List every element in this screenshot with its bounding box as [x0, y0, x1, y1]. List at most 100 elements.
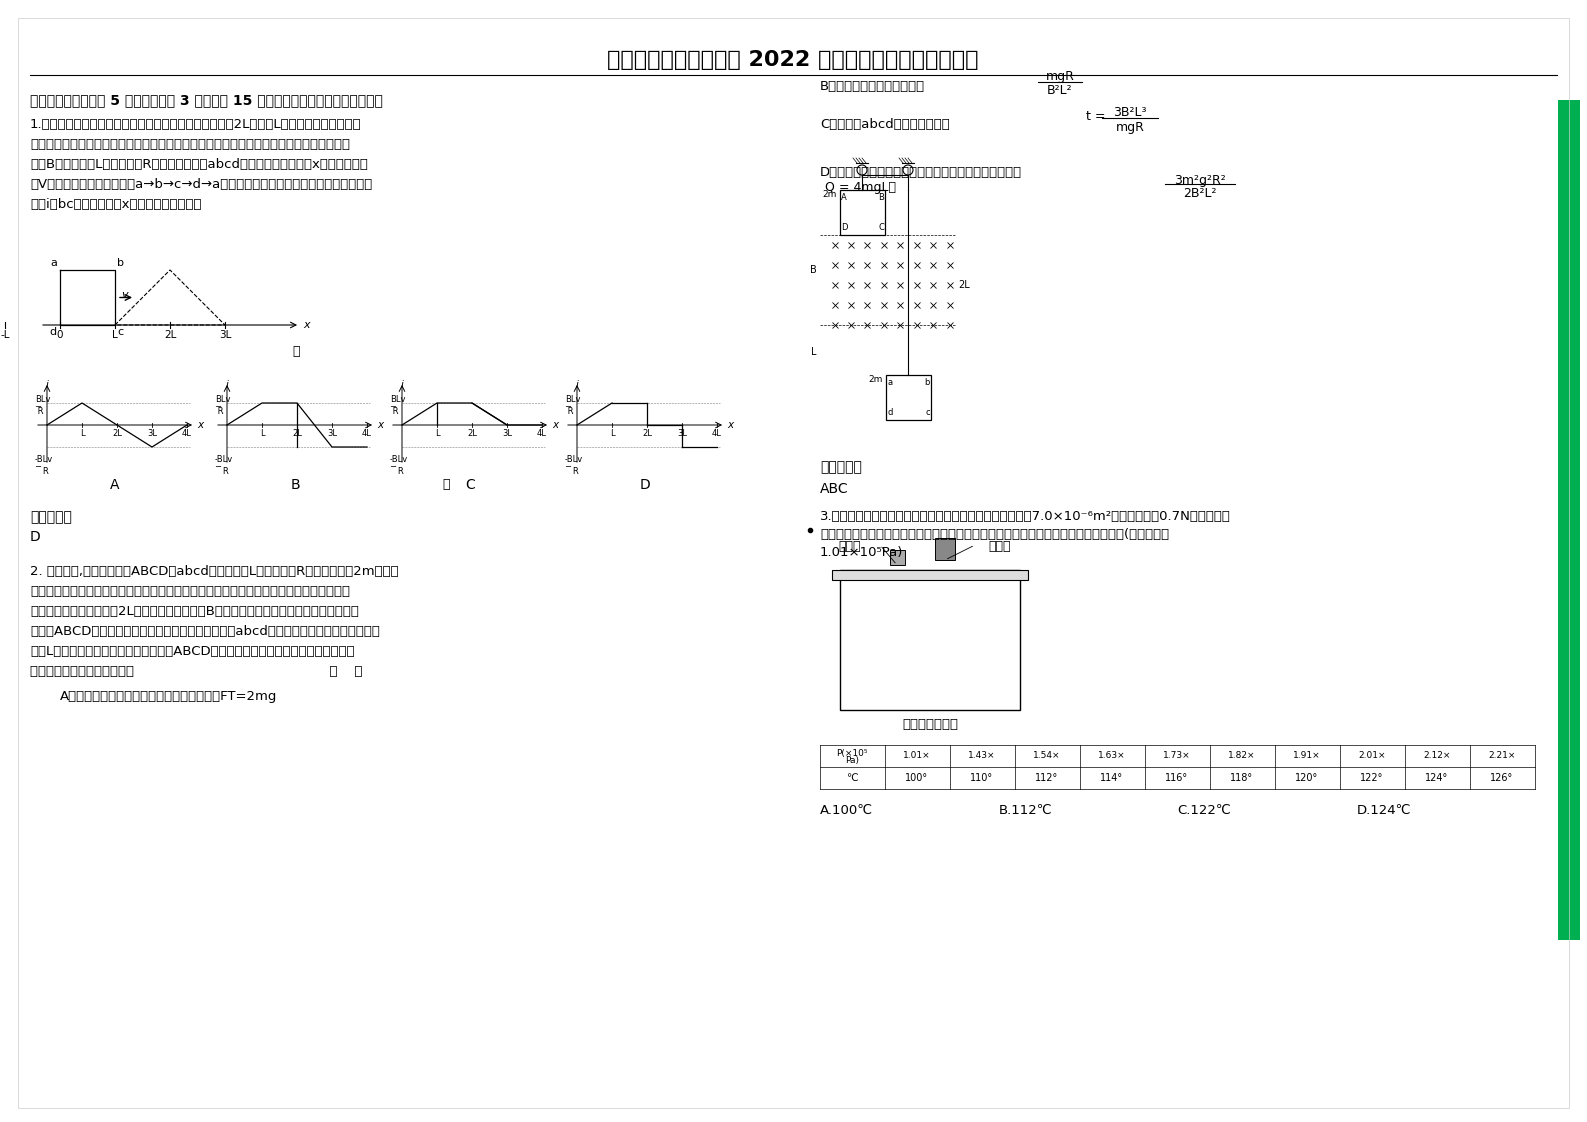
Text: D.124℃: D.124℃ — [1357, 804, 1411, 817]
Text: L: L — [609, 429, 614, 438]
Text: 2B²L²: 2B²L² — [1184, 187, 1217, 200]
Text: 2.01×: 2.01× — [1358, 752, 1385, 761]
Text: 3m²g²R²: 3m²g²R² — [1174, 174, 1225, 187]
Text: 一、选择题：本题共 5 小题，每小题 3 分，共计 15 分．每小题只有一个选项符合题意: 一、选择题：本题共 5 小题，每小题 3 分，共计 15 分．每小题只有一个选项… — [30, 93, 382, 107]
Text: BLv: BLv — [565, 395, 581, 404]
Text: ℃: ℃ — [846, 773, 859, 783]
Text: 排气孔: 排气孔 — [840, 540, 862, 553]
Text: 两导线框之间有一宽度为2L、磁感应强度大小为B、方向垂直纸面向里的匀强磁场，开始时: 两导线框之间有一宽度为2L、磁感应强度大小为B、方向垂直纸面向里的匀强磁场，开始… — [30, 605, 359, 618]
Text: 乙: 乙 — [443, 478, 451, 491]
Text: d: d — [887, 408, 892, 417]
Text: x: x — [378, 420, 382, 430]
Text: i: i — [400, 380, 403, 390]
Text: 126°: 126° — [1490, 773, 1514, 783]
Text: A．两线框刚开始做匀速运动时轻绳上的张力FT=2mg: A．两线框刚开始做匀速运动时轻绳上的张力FT=2mg — [60, 690, 278, 703]
Text: -BLv: -BLv — [35, 456, 54, 465]
Text: 0: 0 — [57, 330, 63, 340]
Bar — [886, 375, 932, 420]
Text: R: R — [390, 407, 398, 416]
Text: 1.82×: 1.82× — [1228, 752, 1255, 761]
Text: x: x — [727, 420, 733, 430]
Text: 3L: 3L — [501, 429, 513, 438]
Text: 压力锅示意图．: 压力锅示意图． — [901, 718, 959, 732]
Bar — [840, 570, 1020, 710]
Text: mgR: mgR — [1116, 121, 1144, 134]
Text: D．两线框从开始运动至等高的过程中所产生的总焦耳热: D．两线框从开始运动至等高的过程中所产生的总焦耳热 — [820, 166, 1022, 180]
Text: 3L: 3L — [219, 330, 232, 340]
Text: 2.12×: 2.12× — [1424, 752, 1451, 761]
Text: D: D — [640, 478, 651, 493]
Text: A: A — [841, 193, 847, 202]
Text: 电流i随bc边的位置坐标x变化的图象正确的是: 电流i随bc边的位置坐标x变化的图象正确的是 — [30, 197, 202, 211]
Text: C.122℃: C.122℃ — [1178, 804, 1232, 817]
Text: ─: ─ — [565, 401, 570, 410]
Text: v: v — [121, 289, 127, 300]
Text: C: C — [465, 478, 475, 493]
Bar — [832, 570, 1028, 580]
Text: a: a — [51, 258, 57, 268]
Text: i: i — [576, 380, 578, 390]
Text: B: B — [290, 478, 300, 493]
Text: Q = 4mgL－: Q = 4mgL－ — [825, 181, 897, 194]
Text: R: R — [35, 467, 49, 476]
Text: B: B — [811, 265, 817, 275]
Text: 4L: 4L — [713, 429, 722, 438]
Text: C: C — [878, 223, 884, 232]
Text: -L: -L — [0, 330, 10, 340]
Text: 均为B。一边长为L、总电阻为R的正方形导线框abcd，从图示位置开始沿x轴正方向以速: 均为B。一边长为L、总电阻为R的正方形导线框abcd，从图示位置开始沿x轴正方向… — [30, 158, 368, 171]
Text: A.100℃: A.100℃ — [820, 804, 873, 817]
Text: 2m: 2m — [868, 375, 882, 384]
Text: P(×10⁵: P(×10⁵ — [836, 749, 868, 758]
Text: 2L: 2L — [292, 429, 302, 438]
Text: 4L: 4L — [536, 429, 548, 438]
Text: 导线框ABCD的下边与匀强磁场的上边界重合，导线框abcd的上边到匀强磁场的下边界的距: 导线框ABCD的下边与匀强磁场的上边界重合，导线框abcd的上边到匀强磁场的下边… — [30, 625, 379, 638]
Text: -BLv: -BLv — [390, 456, 408, 465]
Text: x: x — [552, 420, 559, 430]
Text: 3.（单选）如图所示的压力锅，锅盖上的排气孔截面积约为7.0×10⁻⁶m²，限压阀重为0.7N。使用该压: 3.（单选）如图所示的压力锅，锅盖上的排气孔截面积约为7.0×10⁻⁶m²，限压… — [820, 511, 1232, 523]
Text: BLv: BLv — [214, 395, 230, 404]
Text: i: i — [46, 380, 49, 390]
Text: 分别系在一跨过两个定滑轮的轻绳两端，且正方形导线框与定滑轮处于同一竖直平面内。在: 分别系在一跨过两个定滑轮的轻绳两端，且正方形导线框与定滑轮处于同一竖直平面内。在 — [30, 585, 351, 598]
Text: ─: ─ — [35, 401, 40, 410]
Text: 参考答案：: 参考答案： — [820, 460, 862, 473]
Text: 4L: 4L — [362, 429, 371, 438]
Text: 力锅煮水消毒，根据下列水的沸点与气压关系的表格，分析可知压力锅内的最高水温为(大气压强为: 力锅煮水消毒，根据下列水的沸点与气压关系的表格，分析可知压力锅内的最高水温为(大… — [820, 528, 1170, 541]
Text: 120°: 120° — [1295, 773, 1319, 783]
Text: c: c — [925, 408, 930, 417]
Text: c: c — [117, 327, 124, 337]
Text: Pa): Pa) — [844, 756, 859, 765]
Text: L: L — [435, 429, 440, 438]
Text: 3L: 3L — [327, 429, 336, 438]
Text: 山西省忻州市涔山中学 2022 年高三物理月考试卷含解析: 山西省忻州市涔山中学 2022 年高三物理月考试卷含解析 — [608, 50, 979, 70]
Text: x: x — [197, 420, 203, 430]
Text: D: D — [30, 530, 41, 544]
Bar — [1558, 100, 1581, 940]
Text: L: L — [811, 347, 817, 357]
Text: 1.73×: 1.73× — [1163, 752, 1190, 761]
Text: 动，不计摩擦的空气阻力，则                                              （    ）: 动，不计摩擦的空气阻力，则 （ ） — [30, 665, 362, 678]
Text: 度V匀速穿过磁场区域。取沿a→b→c→d→a的感应电流方向为正，则图乙中表示线框中: 度V匀速穿过磁场区域。取沿a→b→c→d→a的感应电流方向为正，则图乙中表示线框… — [30, 178, 373, 191]
Text: 118°: 118° — [1230, 773, 1254, 783]
Text: C．导线框abcd通过磁场的时间: C．导线框abcd通过磁场的时间 — [820, 118, 949, 131]
Text: 2L: 2L — [113, 429, 122, 438]
Bar — [840, 190, 886, 234]
Text: ─: ─ — [35, 461, 40, 470]
Text: 124°: 124° — [1425, 773, 1449, 783]
Text: ABC: ABC — [820, 482, 849, 496]
Text: -BLv: -BLv — [214, 456, 233, 465]
Text: 2m: 2m — [822, 190, 836, 199]
Text: 4L: 4L — [183, 429, 192, 438]
Text: 1.91×: 1.91× — [1293, 752, 1320, 761]
Text: 122°: 122° — [1360, 773, 1384, 783]
Text: 3L: 3L — [148, 429, 157, 438]
Text: 3B²L³: 3B²L³ — [1112, 105, 1147, 119]
Text: 2L: 2L — [643, 429, 652, 438]
Text: b: b — [117, 258, 124, 268]
Text: 2L: 2L — [163, 330, 176, 340]
Text: R: R — [214, 407, 224, 416]
Text: 100°: 100° — [906, 773, 928, 783]
Text: D: D — [841, 223, 847, 232]
Text: -BLv: -BLv — [565, 456, 584, 465]
Text: 110°: 110° — [970, 773, 993, 783]
Bar — [890, 550, 905, 565]
